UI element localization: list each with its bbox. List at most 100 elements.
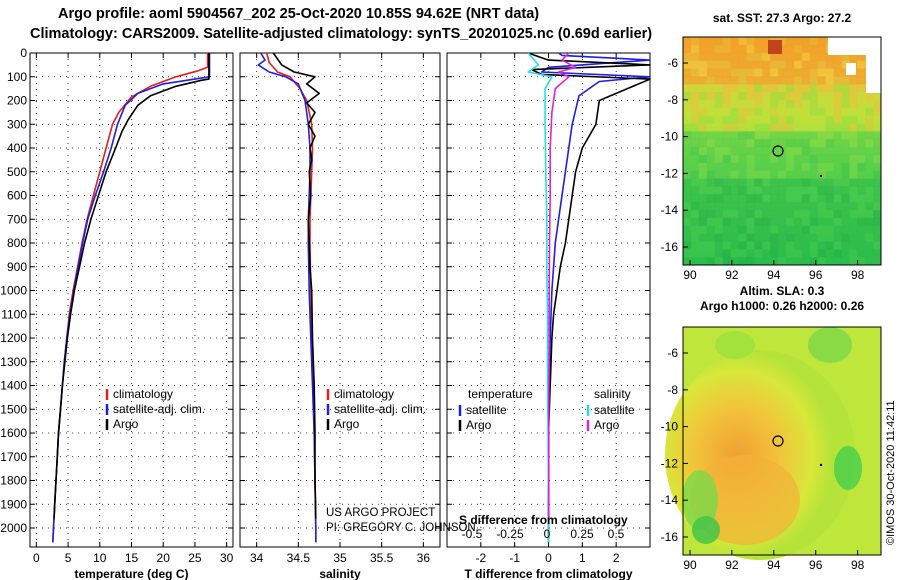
sst-cell — [706, 241, 716, 250]
sst-cell — [801, 92, 811, 101]
sst-cell — [754, 52, 763, 62]
sst-cell — [770, 52, 779, 62]
y-tick-label: 2000 — [0, 521, 27, 535]
sst-cell — [778, 131, 787, 140]
sst-cell — [762, 44, 771, 54]
sst-cell — [778, 147, 787, 156]
sst-cell — [873, 154, 882, 164]
sst-cell — [698, 131, 708, 140]
sst-cell — [786, 123, 795, 132]
sst-cell — [746, 241, 755, 250]
sst-cell — [683, 44, 692, 54]
sst-cell — [817, 37, 826, 46]
sst-cell — [841, 249, 850, 258]
sst-cell — [698, 162, 708, 172]
sst-cell — [714, 178, 724, 187]
sst-cell — [746, 107, 755, 117]
sst-cell — [849, 154, 858, 164]
sst-cell — [690, 115, 700, 124]
sst-cell — [825, 170, 834, 180]
sst-cell — [738, 170, 747, 180]
sst-cell — [841, 210, 850, 219]
sst-cell — [690, 233, 700, 242]
sst-cell — [809, 76, 819, 85]
y-tick-label: 1900 — [0, 497, 27, 511]
sst-cell — [849, 170, 858, 180]
sst-cell — [690, 210, 700, 219]
map-title: Altim. SLA: 0.3 — [740, 284, 825, 298]
sst-cell — [690, 76, 700, 85]
sst-cell — [873, 99, 882, 109]
x-tick-label: 2 — [613, 551, 620, 565]
sst-cell — [706, 92, 716, 101]
map-y-tick-label: -12 — [661, 166, 679, 180]
sst-cell — [698, 233, 708, 242]
sst-cell — [690, 37, 700, 46]
sst-cell — [849, 178, 858, 187]
sst-cell — [746, 44, 755, 54]
sst-cell — [762, 249, 771, 258]
sst-cell — [698, 241, 708, 250]
sst-cell — [730, 131, 739, 140]
sst-cell — [722, 139, 731, 148]
sst-cell — [754, 225, 763, 235]
sst-cell — [730, 233, 739, 242]
sst-cell — [706, 154, 716, 164]
sst-cell — [730, 147, 739, 156]
sst-cell — [786, 131, 795, 140]
sst-cell — [754, 76, 763, 85]
sst-cell — [873, 162, 882, 172]
sst-cell — [770, 170, 779, 180]
x-tick-label: 20 — [157, 551, 171, 565]
sst-cell — [865, 257, 874, 266]
sst-cell — [778, 194, 787, 203]
sst-cell — [706, 249, 716, 258]
sst-cell — [683, 186, 692, 195]
sst-cell — [873, 257, 882, 266]
sst-cell — [730, 68, 739, 77]
sst-cell — [849, 84, 858, 93]
sst-cell — [801, 170, 811, 180]
sst-cell — [801, 210, 811, 219]
sst-cell — [793, 131, 803, 140]
map-x-tick-label: 90 — [683, 268, 697, 282]
sst-cell — [849, 194, 858, 203]
sst-cell — [714, 257, 724, 266]
sst-cell — [778, 84, 787, 93]
sst-cell — [690, 178, 700, 187]
sst-cell — [738, 68, 747, 77]
sst-cell — [698, 107, 708, 117]
y-tick-label: 1100 — [1, 307, 27, 321]
sst-cell — [683, 147, 692, 156]
sst-cell — [730, 44, 739, 54]
sst-cell — [762, 84, 771, 93]
sst-cell — [825, 154, 834, 164]
sst-cell — [817, 84, 826, 93]
s-tick-label: 0.5 — [608, 527, 625, 541]
sst-cell — [825, 233, 834, 242]
map-x-tick-label: 94 — [767, 268, 781, 282]
sst-cell — [778, 115, 787, 124]
sst-cell — [746, 170, 755, 180]
sst-cell — [722, 107, 731, 117]
sst-cell — [770, 162, 779, 172]
legend-label: Argo — [466, 418, 492, 432]
sst-cell — [706, 139, 716, 148]
sst-cell — [786, 44, 795, 54]
sst-cell — [849, 241, 858, 250]
sst-cell — [690, 162, 700, 172]
sst-cell — [865, 186, 874, 195]
legend-label: satellite-adj. clim. — [334, 402, 426, 416]
sst-cell — [817, 76, 826, 85]
sst-cell — [857, 131, 866, 140]
sst-cell — [714, 84, 724, 93]
x-tick-label: 0 — [545, 551, 552, 565]
sst-cell — [730, 37, 739, 46]
sst-cell — [690, 241, 700, 250]
sst-cell — [849, 123, 858, 132]
sst-cell — [762, 52, 771, 62]
sst-cell — [714, 210, 724, 219]
sst-cell — [762, 76, 771, 85]
sst-cell — [714, 225, 724, 235]
sst-cell — [817, 52, 826, 62]
